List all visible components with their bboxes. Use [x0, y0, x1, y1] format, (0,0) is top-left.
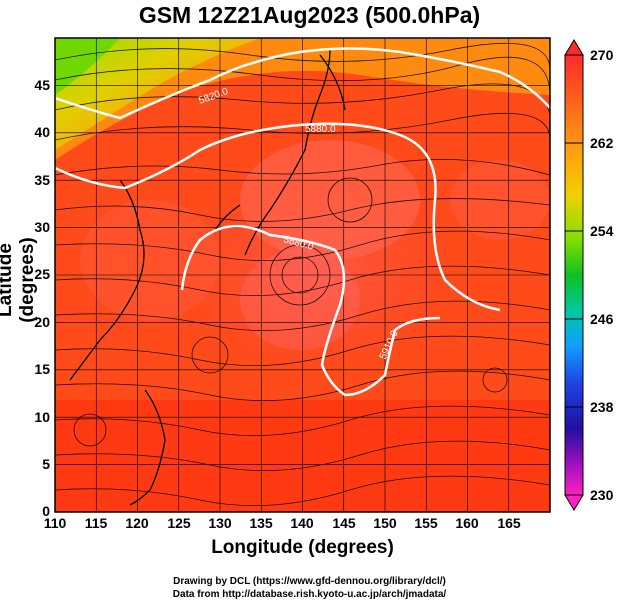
- colorbar-label: 270: [590, 47, 614, 63]
- x-tick-label: 110: [43, 515, 67, 531]
- y-axis-label: Latitude (degrees): [0, 237, 38, 323]
- colorbar-label: 230: [590, 487, 614, 503]
- x-tick-label: 165: [497, 515, 521, 531]
- x-axis-label: Longitude (degrees): [211, 537, 394, 558]
- plot-frame: [54, 37, 551, 513]
- y-tick-label: 25: [34, 266, 50, 282]
- colorbar: [564, 39, 584, 511]
- colorbar-label: 254: [590, 223, 614, 239]
- x-tick-label: 135: [249, 515, 273, 531]
- y-tick-label: 10: [34, 409, 50, 425]
- colorbar-label: 262: [590, 135, 614, 151]
- footer-credit: Drawing by DCL (https://www.gfd-dennou.o…: [173, 576, 446, 587]
- grid-lines: [55, 38, 550, 512]
- map-title: GSM 12Z21Aug2023 (500.0hPa): [138, 2, 481, 28]
- contour-label: 5880.0: [305, 124, 336, 135]
- y-tick-label: 40: [34, 124, 50, 140]
- x-tick-label: 130: [208, 515, 232, 531]
- x-tick-label: 155: [414, 515, 438, 531]
- x-tick-label: 160: [455, 515, 479, 531]
- y-tick-label: 35: [34, 172, 50, 188]
- y-tick-label: 15: [34, 361, 50, 377]
- colorbar-label: 246: [590, 311, 614, 327]
- x-tick-label: 120: [125, 515, 149, 531]
- y-tick-label: 20: [34, 314, 50, 330]
- colorbar-label: 238: [590, 399, 614, 415]
- x-tick-label: 145: [332, 515, 356, 531]
- x-tick-label: 150: [373, 515, 397, 531]
- x-tick-label: 115: [84, 515, 108, 531]
- x-tick-label: 140: [290, 515, 314, 531]
- x-tick-label: 125: [167, 515, 191, 531]
- y-tick-label: 0: [42, 503, 50, 519]
- streamlines: [55, 42, 550, 507]
- y-tick-label: 30: [34, 219, 50, 235]
- y-tick-label: 5: [42, 456, 50, 472]
- height-contours: [55, 47, 550, 397]
- y-tick-label: 45: [34, 77, 50, 93]
- footer-data-source: Data from http://database.rish.kyoto-u.a…: [172, 589, 447, 600]
